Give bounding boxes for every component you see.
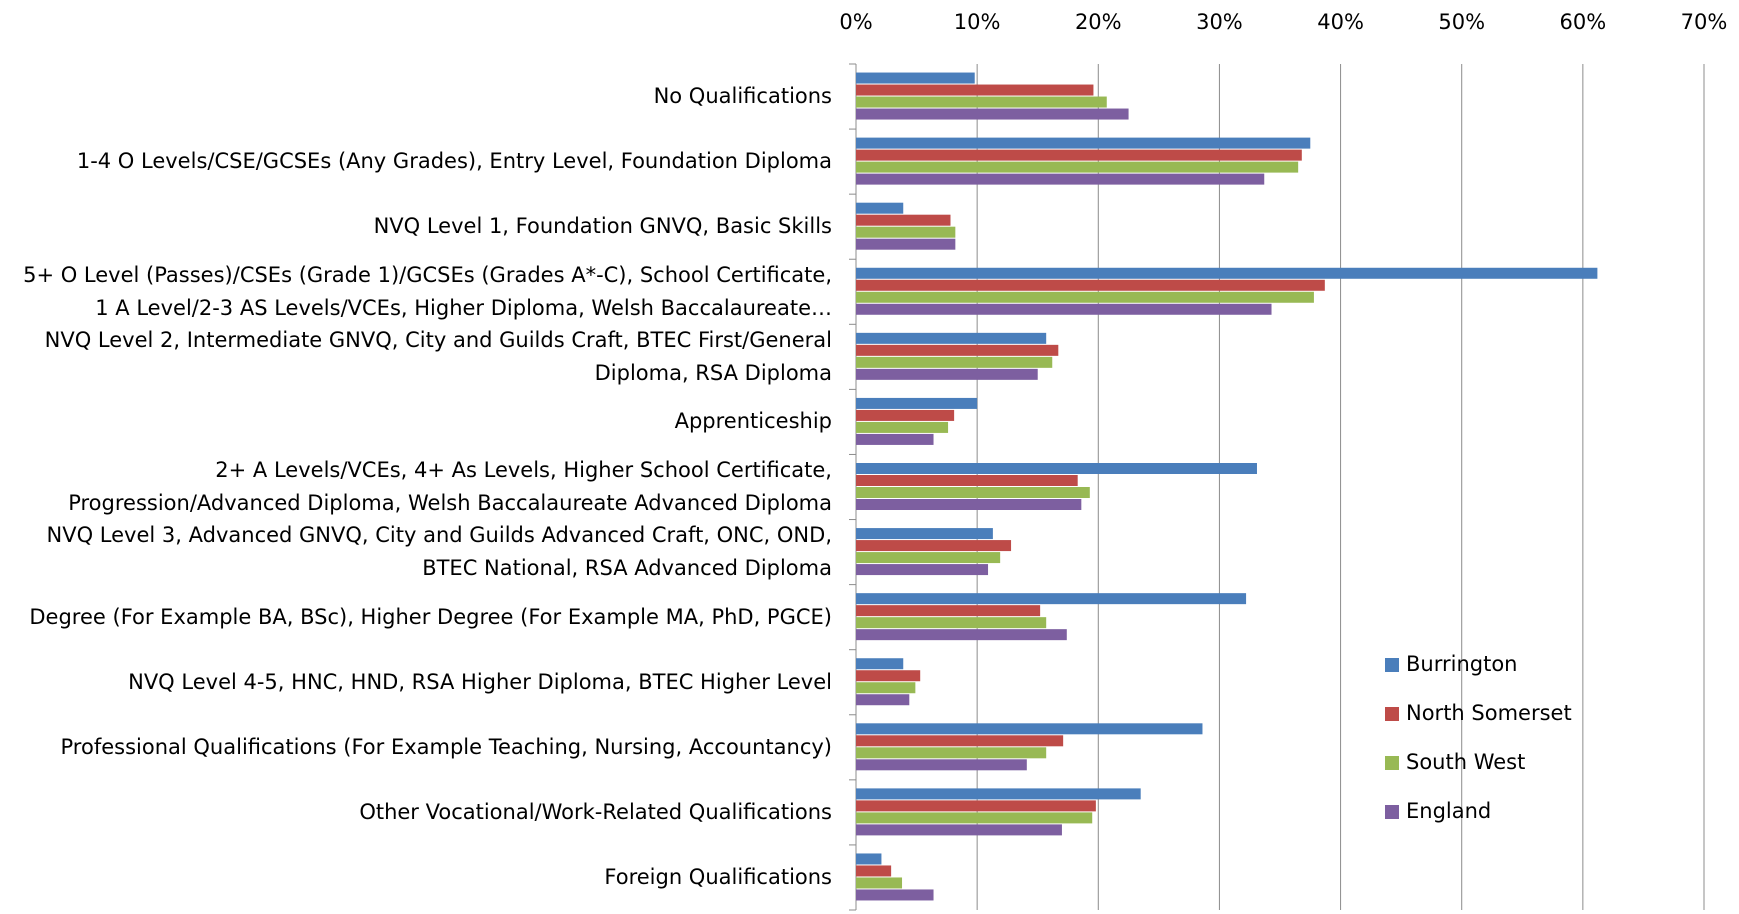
- bar: [856, 540, 1012, 552]
- x-tick-label: 0%: [839, 10, 872, 34]
- y-tick-label: 5+ O Level (Passes)/CSEs (Grade 1)/GCSEs…: [23, 262, 832, 320]
- bar: [856, 356, 1053, 368]
- bar: [856, 824, 1062, 836]
- bar: [856, 72, 975, 84]
- bar: [856, 291, 1314, 303]
- bar: [856, 161, 1299, 173]
- y-tick-label: Apprenticeship: [674, 409, 832, 434]
- bar: [856, 332, 1047, 344]
- bar: [856, 682, 916, 694]
- y-tick-label: NVQ Level 2, Intermediate GNVQ, City and…: [44, 327, 832, 385]
- bar: [856, 303, 1272, 315]
- bar: [856, 267, 1598, 279]
- bar: [856, 735, 1064, 747]
- legend-label: South West: [1406, 750, 1525, 774]
- legend-swatch: [1385, 805, 1399, 819]
- bar: [856, 149, 1302, 161]
- bar: [856, 788, 1141, 800]
- y-tick-label: NVQ Level 3, Advanced GNVQ, City and Gui…: [46, 523, 832, 581]
- y-tick-label: Degree (For Example BA, BSc), Higher Deg…: [29, 604, 832, 629]
- bar: [856, 344, 1059, 356]
- bar: [856, 723, 1203, 735]
- y-tick-label: Professional Qualifications (For Example…: [60, 734, 832, 759]
- bar: [856, 421, 949, 433]
- x-tick-label: 30%: [1196, 10, 1243, 34]
- bar: [856, 617, 1047, 629]
- bar: [856, 800, 1096, 812]
- y-tick-label: Other Vocational/Work-Related Qualificat…: [359, 799, 832, 824]
- legend-label: Burrington: [1406, 652, 1517, 676]
- bar: [856, 552, 1001, 564]
- bar: [856, 173, 1265, 185]
- bar: [856, 433, 934, 445]
- y-tick-label: 1-4 O Levels/CSE/GCSEs (Any Grades), Ent…: [76, 149, 832, 174]
- x-tick-label: 60%: [1560, 10, 1607, 34]
- bar: [856, 747, 1047, 759]
- bar: [856, 670, 921, 682]
- bar: [856, 889, 934, 901]
- bar: [856, 605, 1041, 617]
- bar: [856, 865, 892, 877]
- x-tick-label: 50%: [1438, 10, 1485, 34]
- bar: [856, 108, 1129, 120]
- bar: [856, 812, 1093, 824]
- bar: [856, 84, 1094, 96]
- bar: [856, 368, 1038, 380]
- bar: [856, 238, 956, 250]
- x-tick-label: 70%: [1681, 10, 1728, 34]
- y-tick-label: NVQ Level 1, Foundation GNVQ, Basic Skil…: [373, 214, 832, 239]
- bar: [856, 853, 882, 865]
- bar: [856, 499, 1082, 510]
- legend-swatch: [1385, 658, 1399, 672]
- bar: [856, 629, 1067, 641]
- bar: [856, 694, 910, 706]
- y-tick-label: NVQ Level 4-5, HNC, HND, RSA Higher Dipl…: [128, 669, 832, 694]
- legend-swatch: [1385, 756, 1399, 770]
- legend-label: North Somerset: [1406, 701, 1572, 725]
- x-tick-label: 20%: [1075, 10, 1122, 34]
- y-tick-label: No Qualifications: [653, 84, 832, 109]
- bar: [856, 475, 1078, 486]
- bar: [856, 487, 1090, 498]
- bar: [856, 564, 989, 576]
- x-tick-label: 40%: [1317, 10, 1364, 34]
- bar: [856, 759, 1027, 771]
- bar: [856, 279, 1325, 291]
- bar: [856, 528, 993, 540]
- bar: [856, 202, 904, 214]
- bar: [856, 226, 956, 238]
- bar: [856, 96, 1107, 108]
- y-tick-label: 2+ A Levels/VCEs, 4+ As Levels, Higher S…: [68, 457, 832, 515]
- bar: [856, 397, 978, 409]
- bar: [856, 877, 903, 889]
- legend-label: England: [1406, 799, 1491, 823]
- x-tick-label: 10%: [954, 10, 1001, 34]
- bar: [856, 409, 955, 421]
- bar: [856, 214, 951, 226]
- y-tick-label: Foreign Qualifications: [604, 864, 832, 889]
- bar: [856, 463, 1257, 474]
- bar: [856, 658, 904, 670]
- bar: [856, 137, 1311, 149]
- legend-swatch: [1385, 707, 1399, 721]
- bar: [856, 593, 1247, 605]
